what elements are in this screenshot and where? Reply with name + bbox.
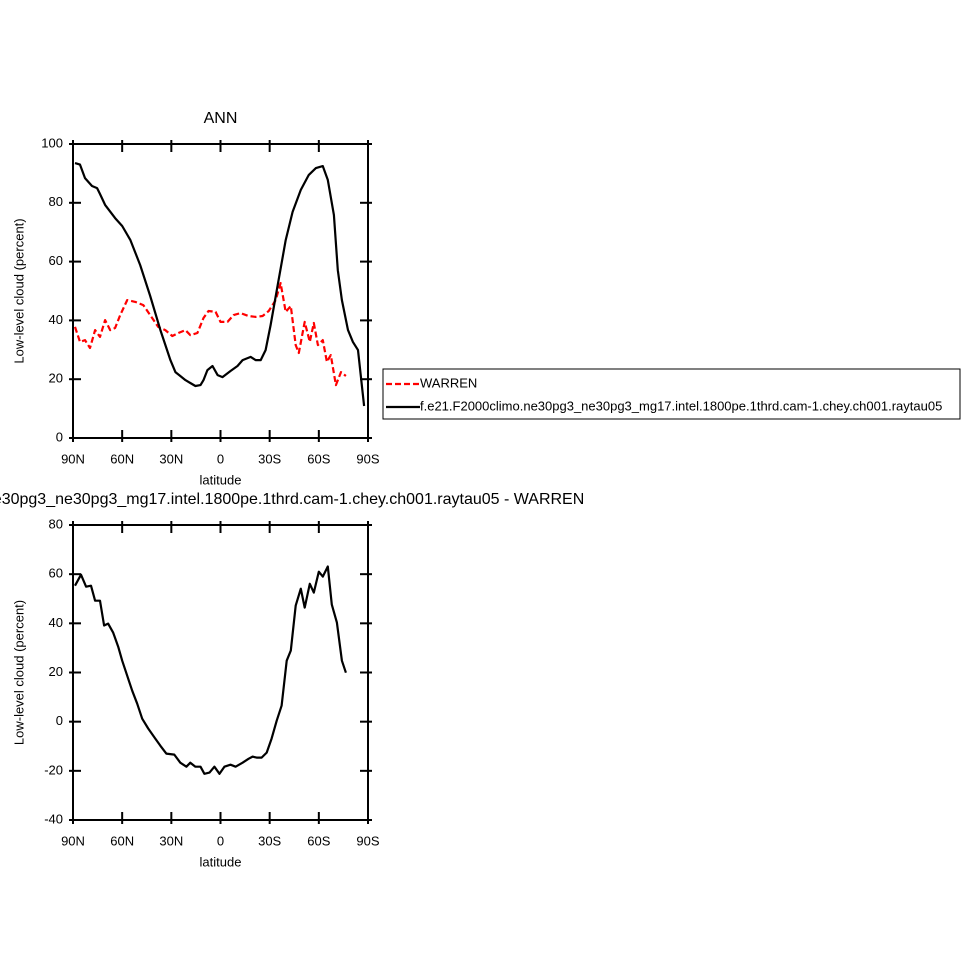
x-tick-label: 0 bbox=[217, 833, 224, 848]
y-tick-label: 0 bbox=[56, 713, 63, 728]
x-tick-label: 90N bbox=[61, 833, 85, 848]
y-tick-label: 20 bbox=[49, 371, 63, 386]
y-tick-label: 60 bbox=[49, 253, 63, 268]
data-line bbox=[74, 565, 347, 775]
x-tick-label: 90S bbox=[356, 833, 379, 848]
y-tick-label: -20 bbox=[44, 762, 63, 777]
y-tick-label: 80 bbox=[49, 516, 63, 531]
y-axis-label: Low-level cloud (percent) bbox=[11, 600, 26, 745]
y-tick-label: 60 bbox=[49, 566, 63, 581]
y-tick-label: 40 bbox=[49, 312, 63, 327]
x-axis-label: latitude bbox=[200, 472, 242, 487]
x-tick-label: 90N bbox=[61, 451, 85, 466]
y-tick-label: 40 bbox=[49, 615, 63, 630]
x-tick-label: 30N bbox=[159, 451, 183, 466]
y-tick-label: -40 bbox=[44, 811, 63, 826]
x-tick-label: 30S bbox=[258, 451, 281, 466]
x-tick-label: 60S bbox=[307, 451, 330, 466]
plot-frame bbox=[72, 524, 369, 821]
x-tick-label: 60S bbox=[307, 833, 330, 848]
x-axis-label: latitude bbox=[200, 854, 242, 869]
y-axis-label: Low-level cloud (percent) bbox=[11, 218, 26, 363]
y-tick-label: 100 bbox=[41, 135, 63, 150]
y-tick-label: 80 bbox=[49, 194, 63, 209]
legend-label: WARREN bbox=[420, 375, 477, 390]
legend-frame bbox=[382, 368, 961, 420]
x-tick-label: 90S bbox=[356, 451, 379, 466]
y-tick-label: 20 bbox=[49, 664, 63, 679]
chart-title: f.e21.F2000climo.ne30pg3_ne30pg3_mg17.in… bbox=[0, 491, 584, 508]
data-line bbox=[73, 282, 347, 387]
x-tick-label: 30S bbox=[258, 833, 281, 848]
plot-frame bbox=[72, 143, 369, 439]
data-line bbox=[74, 162, 366, 407]
x-tick-label: 60N bbox=[110, 833, 134, 848]
chart-title: ANN bbox=[204, 110, 238, 127]
x-tick-label: 60N bbox=[110, 451, 134, 466]
y-tick-label: 0 bbox=[56, 429, 63, 444]
x-tick-label: 0 bbox=[217, 451, 224, 466]
x-tick-label: 30N bbox=[159, 833, 183, 848]
legend-label: f.e21.F2000climo.ne30pg3_ne30pg3_mg17.in… bbox=[420, 398, 942, 413]
